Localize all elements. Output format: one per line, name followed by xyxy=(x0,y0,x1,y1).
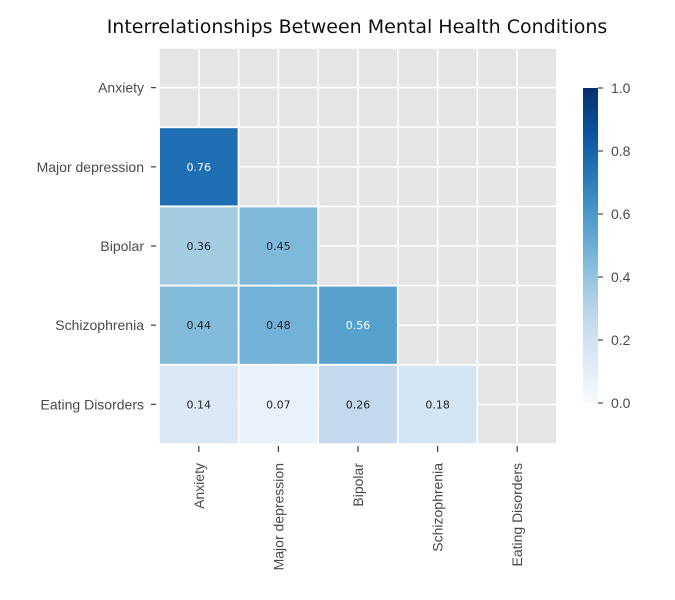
x-tick-label: Bipolar xyxy=(350,463,366,507)
cell-value-label: 0.14 xyxy=(187,398,212,411)
y-tick-label: Schizophrenia xyxy=(55,317,144,333)
x-tick-label: Anxiety xyxy=(191,463,207,509)
cell-value-label: 0.56 xyxy=(346,319,371,332)
cell-value-label: 0.44 xyxy=(187,319,212,332)
x-axis: Anxiety Major depression Bipolar Schizophre… xyxy=(191,446,525,570)
x-tick-label: Major depression xyxy=(270,463,286,570)
y-tick-label: Anxiety xyxy=(98,80,144,96)
colorbar: 0.0 0.2 0.4 0.6 0.8 1.0 xyxy=(583,80,631,411)
colorbar-tick-label: 0.4 xyxy=(611,269,631,285)
colorbar-tick-label: 0.6 xyxy=(611,206,631,222)
cell-value-label: 0.48 xyxy=(266,319,291,332)
cell-value-label: 0.45 xyxy=(266,240,291,253)
colorbar-tick-label: 0.8 xyxy=(611,143,631,159)
colorbar-tick-label: 0.2 xyxy=(611,332,631,348)
cell-value-label: 0.26 xyxy=(346,398,371,411)
cell-value-label: 0.76 xyxy=(187,161,212,174)
colorbar-tick-label: 1.0 xyxy=(611,80,631,96)
cell-value-label: 0.18 xyxy=(425,398,450,411)
colorbar-gradient xyxy=(583,88,598,403)
cell-value-label: 0.36 xyxy=(187,240,212,253)
x-tick-label: Schizophrenia xyxy=(430,463,446,552)
x-tick-label: Eating Disorders xyxy=(509,463,525,567)
y-tick-label: Major depression xyxy=(37,159,144,175)
y-axis: Anxiety Major depression Bipolar Schizophre… xyxy=(37,80,156,413)
y-tick-label: Bipolar xyxy=(100,238,144,254)
cell-value-label: 0.07 xyxy=(266,398,291,411)
chart-title: Interrelationships Between Mental Health… xyxy=(107,16,608,38)
colorbar-tick-label: 0.0 xyxy=(611,395,631,411)
y-tick-label: Eating Disorders xyxy=(41,396,145,412)
